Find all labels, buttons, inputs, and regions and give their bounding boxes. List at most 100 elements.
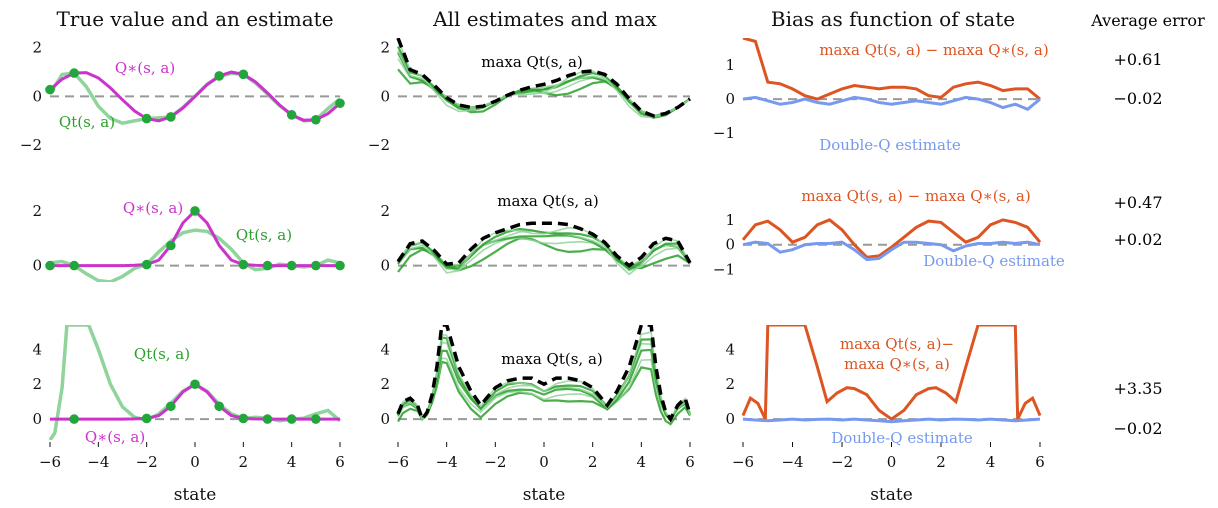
sample-point <box>286 260 297 271</box>
sample-point <box>311 114 321 125</box>
estimate-curve <box>397 237 691 272</box>
x-tick-label: 4 <box>637 453 647 471</box>
bias-curve <box>741 218 1042 259</box>
error-double-q-row3: −0.02 <box>1113 419 1162 438</box>
title-all-estimates: All estimates and max <box>432 7 657 31</box>
y-tick-label: 4 <box>725 340 735 358</box>
sample-point <box>166 240 176 251</box>
x-axis-label: state <box>523 485 566 505</box>
panel-curves <box>396 325 692 426</box>
x-tick-label: −6 <box>387 453 409 471</box>
sample-point <box>238 69 249 80</box>
true-value-curve <box>50 208 340 268</box>
sample-point <box>335 98 345 109</box>
sample-point <box>262 260 273 271</box>
sample-point <box>214 71 224 81</box>
chart-panels: 2 0 −2 Q∗(s, a) Qt(s, a) 2 0 −2 maxa Qt(s, a) 1 0 −… <box>20 38 1065 505</box>
curve-annotation: maxa Qt(s, a) <box>497 192 599 210</box>
curve-annotation: Qt(s, a) <box>134 345 190 363</box>
true-value-curve <box>50 382 340 421</box>
sample-point <box>141 259 152 270</box>
x-tick-label: 0 <box>539 453 549 471</box>
panel-curves <box>742 38 1041 112</box>
x-tick-label: −6 <box>39 453 61 471</box>
panel-curves <box>49 208 341 282</box>
panel-curves <box>396 221 692 276</box>
x-tick-label: 4 <box>287 453 297 471</box>
y-tick-label: 0 <box>32 410 42 428</box>
bias-curve <box>742 38 1041 101</box>
sample-point <box>286 110 297 120</box>
y-tick-label: 2 <box>380 375 390 393</box>
title-true-value: True value and an estimate <box>56 7 333 31</box>
max-curve <box>396 325 692 423</box>
y-tick-label: −2 <box>368 136 390 154</box>
y-tick-label: 0 <box>725 236 735 254</box>
sample-point <box>190 206 200 216</box>
x-tick-label: 2 <box>239 453 249 471</box>
double-q-curve <box>742 417 1041 424</box>
sample-point <box>45 260 55 271</box>
panel-r1-c3: 1 0 −1 maxa Qt(s, a) − maxa Q∗(s, a) Double-… <box>713 38 1049 154</box>
x-tick-label: −2 <box>136 453 158 471</box>
estimate-curve <box>49 228 341 282</box>
curve-annotation: Qt(s, a) <box>236 226 292 244</box>
curve-annotation: Double-Q estimate <box>819 136 961 154</box>
estimate-curve <box>397 360 691 426</box>
x-tick-label: −6 <box>732 453 754 471</box>
sample-point <box>238 259 249 270</box>
curve-annotation: maxa Qt(s, a) − maxa Q∗(s, a) <box>819 41 1048 59</box>
y-tick-label: 4 <box>380 340 390 358</box>
title-bias: Bias as function of state <box>771 7 1015 31</box>
y-tick-label: 0 <box>725 90 735 108</box>
curve-annotation: Q∗(s, a) <box>123 199 183 217</box>
curve-annotation: Double-Q estimate <box>923 252 1065 270</box>
panel-r1-c1: 2 0 −2 Q∗(s, a) Qt(s, a) <box>20 39 345 154</box>
x-tick-label: 4 <box>986 453 996 471</box>
curve-annotation: Q∗(s, a) <box>85 428 145 446</box>
error-max-bias-row1: +0.61 <box>1113 50 1162 69</box>
x-tick-label: 2 <box>936 453 946 471</box>
x-tick-label: 6 <box>335 453 345 471</box>
y-tick-label: 1 <box>725 211 735 229</box>
curve-annotation: maxa Qt(s, a) − maxa Q∗(s, a) <box>801 187 1030 205</box>
y-tick-label: 0 <box>725 410 735 428</box>
sample-point <box>214 401 224 412</box>
y-tick-label: 0 <box>380 257 390 275</box>
panel-r3-c3: 4 2 0 −6 −4 −2 0 2 4 6 state maxa Qt(s, a)− maxa Q∗(… <box>725 325 1045 505</box>
y-tick-label: 2 <box>380 39 390 57</box>
bias-curve <box>741 325 1042 421</box>
y-tick-label: 0 <box>380 410 390 428</box>
sample-point <box>286 414 297 424</box>
y-tick-label: 0 <box>32 87 42 105</box>
x-tick-label: 6 <box>1035 453 1045 471</box>
curve-annotation: maxa Qt(s, a) <box>481 53 583 71</box>
curve-annotation: maxa Qt(s, a)− <box>840 335 954 353</box>
sample-point <box>141 413 152 424</box>
y-tick-label: 0 <box>380 87 390 105</box>
estimate-curve <box>397 226 691 276</box>
estimate-curve <box>397 46 691 119</box>
sample-point <box>190 379 200 390</box>
sample-point <box>69 68 79 78</box>
x-tick-label: 2 <box>588 453 598 471</box>
double-q-curve <box>742 240 1041 262</box>
sample-point <box>311 414 321 424</box>
curve-annotation: Qt(s, a) <box>59 113 115 131</box>
x-tick-label: 6 <box>685 453 695 471</box>
curve-annotation: Q∗(s, a) <box>115 59 175 77</box>
panel-r2-c1: 2 0 Q∗(s, a) Qt(s, a) <box>32 199 345 282</box>
x-axis-label: state <box>174 485 217 505</box>
curve-annotation: Double-Q estimate <box>831 429 973 447</box>
sample-point <box>69 414 79 424</box>
average-errors: +0.61 −0.02 +0.47 +0.02 +3.35 −0.02 <box>1113 50 1162 438</box>
estimate-curve <box>397 331 691 422</box>
max-curve <box>396 38 692 118</box>
panel-r3-c2: 4 2 0 −6 −4 −2 0 2 4 6 state maxa Qt(s, a) <box>380 325 695 505</box>
panel-r1-c2: 2 0 −2 maxa Qt(s, a) <box>368 38 692 154</box>
sample-point <box>45 84 55 95</box>
y-tick-label: 2 <box>32 202 42 220</box>
x-tick-label: −4 <box>87 453 109 471</box>
y-tick-label: 2 <box>725 375 735 393</box>
